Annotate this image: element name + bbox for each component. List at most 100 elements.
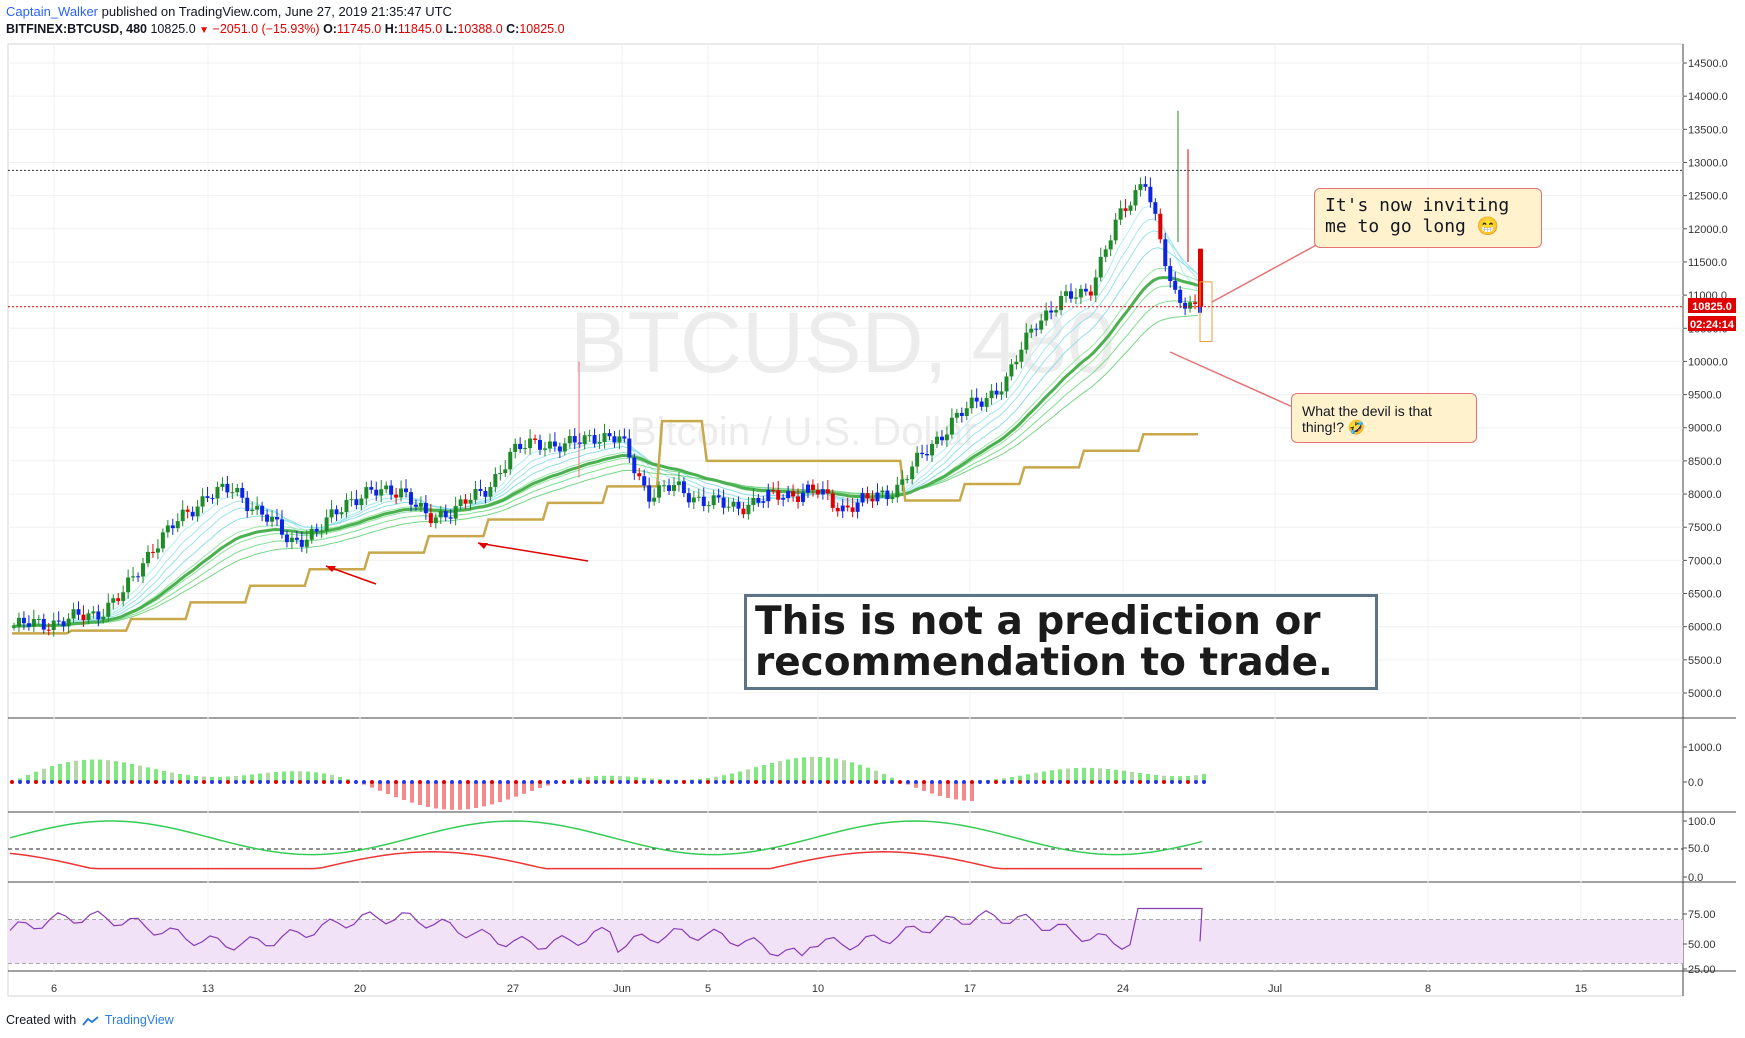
high-label: H:	[384, 22, 398, 36]
candle-body	[289, 537, 294, 543]
candle-body	[1163, 239, 1168, 267]
zero-dot	[578, 780, 582, 784]
candle-body	[716, 495, 721, 498]
ema-line	[11, 247, 1199, 628]
zero-dot	[770, 780, 774, 784]
zero-dot	[10, 780, 14, 784]
zero-dot	[34, 780, 38, 784]
candle-body	[473, 488, 478, 500]
histogram-bar	[874, 770, 878, 782]
zero-dot	[42, 780, 46, 784]
zero-dot	[402, 780, 406, 784]
candle-body	[746, 504, 751, 515]
price-tick-label: 5000.0	[1688, 688, 1722, 700]
zero-dot	[1130, 780, 1134, 784]
candle-body	[1103, 249, 1108, 257]
histogram-bar	[242, 775, 246, 782]
zero-dot	[162, 780, 166, 784]
histogram-bar	[138, 765, 142, 782]
callout-devil[interactable]: What the devil is that thing!? 🤣	[1291, 393, 1477, 443]
candle-body	[508, 451, 513, 470]
zero-dot	[1186, 780, 1190, 784]
candle-body	[875, 492, 880, 502]
zero-dot	[938, 780, 942, 784]
zero-dot	[1178, 780, 1182, 784]
histogram-bar	[626, 776, 630, 782]
candle-body	[518, 443, 523, 450]
histogram-bar	[946, 782, 950, 798]
candle-body	[855, 502, 860, 512]
price-axis[interactable]: 14500.0 14000.0 13500.0 13000.0 12500.0 12000…	[1683, 58, 1728, 976]
histogram-bar	[258, 773, 262, 782]
candle-body	[319, 530, 324, 532]
indicator-panes	[8, 756, 1683, 964]
zero-dot	[514, 780, 518, 784]
histogram-bar	[1010, 777, 1014, 782]
candle-body	[1158, 213, 1163, 240]
candle-body	[721, 497, 726, 508]
candle-body	[542, 448, 547, 450]
zero-dot	[234, 780, 238, 784]
candle-body	[200, 496, 205, 507]
indicator-tick-label: 75.00	[1688, 909, 1716, 921]
indicator-tick-label: 50.00	[1688, 939, 1716, 951]
zero-dot	[994, 780, 998, 784]
histogram-bar	[746, 769, 750, 782]
watermark-symbol: BTCUSD, 480	[570, 295, 1115, 391]
zero-dot	[282, 780, 286, 784]
zero-dot	[330, 780, 334, 784]
candle-body	[1143, 184, 1148, 187]
histogram-bar	[1202, 774, 1206, 782]
zero-dot	[754, 780, 758, 784]
candle-body	[860, 493, 865, 503]
candle-body	[1068, 291, 1073, 299]
callout-long[interactable]: It's now inviting me to go long 😁	[1314, 188, 1542, 248]
candle-body	[468, 499, 473, 504]
zero-dot	[354, 780, 358, 784]
histogram-bar	[282, 771, 286, 782]
candle-body	[662, 485, 667, 487]
zero-dot	[818, 780, 822, 784]
author-link[interactable]: Captain_Walker	[6, 4, 99, 19]
footer-created: Created with	[6, 1013, 77, 1027]
histogram-bar	[218, 776, 222, 782]
candle-body	[686, 493, 691, 503]
histogram-bar	[58, 763, 62, 782]
candle-body	[101, 616, 106, 620]
histogram-bar	[1194, 775, 1198, 782]
candle-body	[612, 436, 617, 443]
histogram-bar	[178, 773, 182, 782]
price-tick-label: 11500.0	[1688, 257, 1727, 269]
candle-body	[369, 487, 374, 490]
candle-body	[1009, 364, 1014, 377]
candle-body	[776, 490, 781, 500]
zero-dot	[1050, 780, 1054, 784]
candle-body	[905, 479, 910, 481]
zero-dot	[922, 780, 926, 784]
candle-body	[374, 489, 379, 496]
candle-body	[413, 504, 418, 507]
histogram-bar	[482, 782, 486, 807]
symbol-label[interactable]: BITFINEX:BTCUSD, 480	[6, 22, 147, 36]
rsi-band	[8, 919, 1683, 964]
histogram-bar	[770, 762, 774, 782]
candle-body	[329, 509, 334, 518]
candle-body	[691, 497, 696, 503]
disclaimer-box[interactable]: This is not a prediction or recommendati…	[744, 594, 1378, 690]
footer-brand-link[interactable]: TradingView	[104, 1013, 174, 1027]
zero-dot	[978, 780, 982, 784]
time-tick-label: 10	[812, 983, 824, 995]
histogram-bar	[1090, 767, 1094, 782]
candle-body	[1064, 291, 1069, 297]
low-value: 10388.0	[457, 22, 503, 36]
zero-dot	[106, 780, 110, 784]
time-axis[interactable]: 6 13 20 27 Jun 5 10 17 24 Jul 8 15	[51, 983, 1587, 995]
zero-dot	[218, 780, 222, 784]
histogram-bar	[578, 777, 582, 782]
ema-line	[11, 315, 1199, 628]
indicator-tick-label: 25.00	[1688, 964, 1716, 976]
candle-body	[116, 598, 121, 601]
stepped-level-line	[12, 419, 1198, 635]
candle-body	[126, 577, 131, 593]
